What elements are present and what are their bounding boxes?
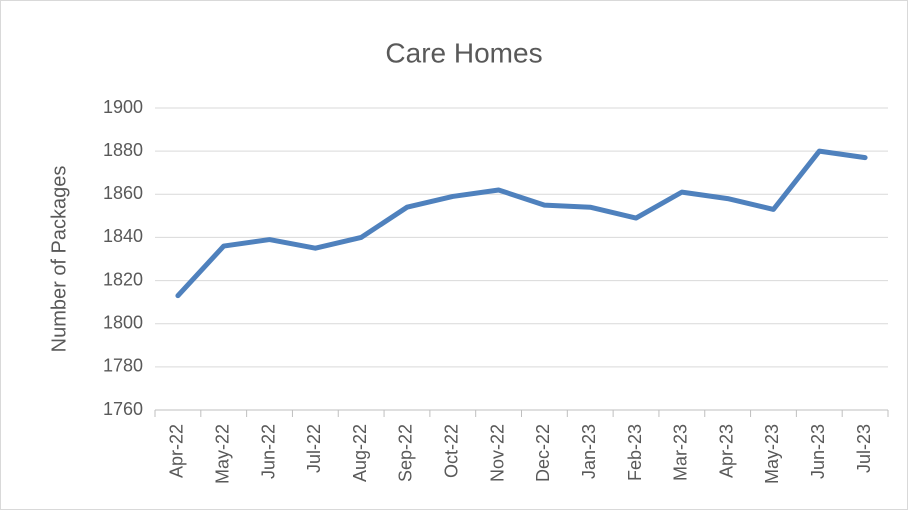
y-tick-label: 1880 <box>103 140 143 160</box>
y-tick-label: 1840 <box>103 226 143 246</box>
x-tick-label: Apr-23 <box>716 424 736 478</box>
x-tick-label: Aug-22 <box>350 424 370 482</box>
x-tick-label: Jun-22 <box>258 424 278 479</box>
x-tick-label: Jul-22 <box>304 424 324 473</box>
y-tick-label: 1860 <box>103 183 143 203</box>
x-tick-label: Jul-23 <box>854 424 874 473</box>
y-tick-label: 1820 <box>103 269 143 289</box>
y-tick-label: 1900 <box>103 97 143 117</box>
chart-title: Care Homes <box>385 37 542 68</box>
data-line <box>175 148 868 299</box>
x-tick-label: May-22 <box>212 424 232 484</box>
x-tick-label: Mar-23 <box>671 424 691 481</box>
y-tick-label: 1780 <box>103 356 143 376</box>
x-tick-label: Oct-22 <box>442 424 462 478</box>
x-tick-label: Jan-23 <box>579 424 599 479</box>
x-tick-label: Sep-22 <box>396 424 416 482</box>
x-tick-label: Feb-23 <box>625 424 645 481</box>
x-tick-label: May-23 <box>762 424 782 484</box>
x-tick-label: Dec-22 <box>533 424 553 482</box>
x-tick-label: Apr-22 <box>167 424 187 478</box>
y-tick-label: 1760 <box>103 399 143 419</box>
x-tick-label: Nov-22 <box>487 424 507 482</box>
x-tick-label: Jun-23 <box>808 424 828 479</box>
y-tick-label: 1800 <box>103 312 143 332</box>
y-axis-label: Number of Packages <box>48 166 70 353</box>
